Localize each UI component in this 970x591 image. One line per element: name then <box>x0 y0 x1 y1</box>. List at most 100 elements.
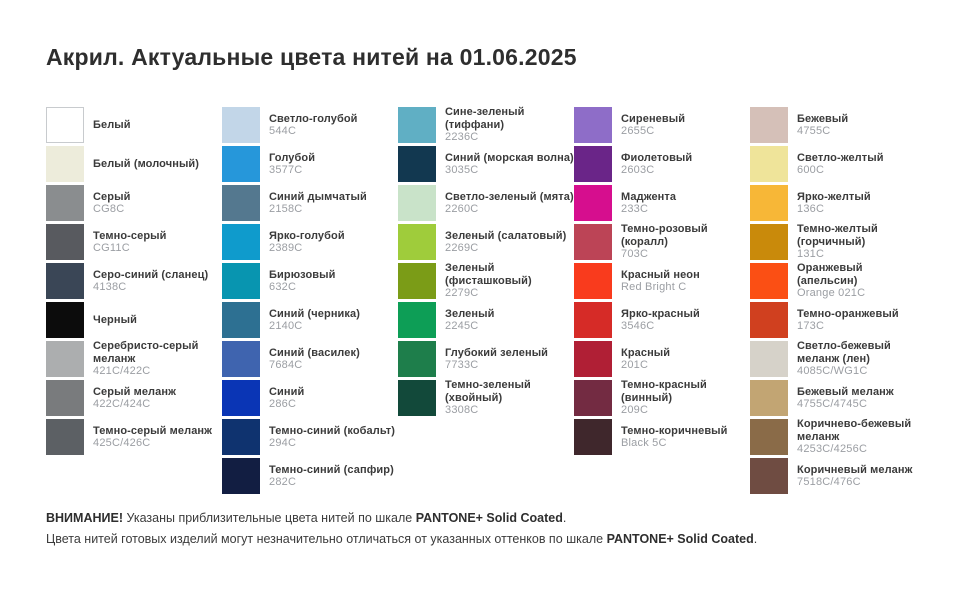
swatch-item: Темно-оранжевый 173C <box>750 300 926 339</box>
swatch-labels: Бежевый 4755C <box>797 112 848 138</box>
color-swatch <box>398 223 436 260</box>
swatch-item: Зеленый 2245C <box>398 300 574 339</box>
swatch-labels: Светло-желтый 600C <box>797 151 884 177</box>
color-name: Красный <box>621 346 671 359</box>
swatch-labels: Синий дымчатый 2158C <box>269 190 367 216</box>
swatch-item: Коричнево-бежевый меланж 4253C/4256C <box>750 417 926 456</box>
swatch-item: Маджента 233C <box>574 183 750 222</box>
color-name: Фиолетовый <box>621 151 693 164</box>
color-swatch <box>750 418 788 455</box>
color-swatch <box>750 223 788 260</box>
color-name: Светло-голубой <box>269 112 358 125</box>
color-code: 2140C <box>269 320 303 332</box>
color-swatch <box>750 379 788 416</box>
swatch-labels: Ярко-желтый 136C <box>797 190 871 216</box>
swatch-item: Темно-коричневый Black 5C <box>574 417 750 456</box>
color-swatch <box>574 340 612 377</box>
footer-period-1: . <box>562 511 567 525</box>
footer-text-2: Цвета нитей готовых изделий могут незнач… <box>46 532 607 546</box>
color-name: Бирюзовый <box>269 268 336 281</box>
color-name: Ярко-красный <box>621 307 700 320</box>
color-swatch <box>222 301 260 338</box>
color-swatch <box>574 184 612 221</box>
swatch-labels: Зеленый (фисташковый) 2279C <box>445 261 574 300</box>
color-code: 3546C <box>621 320 655 332</box>
color-code: 201C <box>621 359 649 371</box>
swatch-item: Светло-желтый 600C <box>750 144 926 183</box>
color-swatch <box>222 184 260 221</box>
color-name: Синий (морская волна) <box>445 151 574 164</box>
color-name: Темно-серый <box>93 229 167 242</box>
color-column-3: Сине-зеленый (тиффани) 2236C Синий (морс… <box>398 105 574 417</box>
swatch-labels: Оранжевый (апельсин) Orange 021C <box>797 261 926 300</box>
swatch-labels: Белый <box>93 118 131 132</box>
color-code: 4755C <box>797 125 831 137</box>
color-column-5: Бежевый 4755C Светло-желтый 600C Ярко-же… <box>750 105 926 495</box>
color-code: 3577C <box>269 164 303 176</box>
color-name: Синий дымчатый <box>269 190 367 203</box>
color-name: Оранжевый (апельсин) <box>797 262 863 287</box>
color-name: Серый меланж <box>93 385 176 398</box>
color-name: Белый (молочный) <box>93 157 200 170</box>
page-title: Акрил. Актуальные цвета нитей на 01.06.2… <box>46 44 577 70</box>
color-name: Светло-зеленый (мята) <box>445 190 574 203</box>
color-swatch <box>750 301 788 338</box>
swatch-item: Синий (василек) 7684C <box>222 339 398 378</box>
color-swatch <box>46 262 84 299</box>
color-swatch <box>750 184 788 221</box>
color-swatch <box>750 340 788 377</box>
color-code: CG11C <box>93 242 130 254</box>
color-columns: Белый Белый (молочный) Серый CG8C Темно-… <box>46 105 970 495</box>
swatch-item: Ярко-голубой 2389C <box>222 222 398 261</box>
color-swatch <box>574 145 612 182</box>
swatch-item: Белый (молочный) <box>46 144 222 183</box>
swatch-labels: Темно-синий (сапфир) 282C <box>269 463 394 489</box>
swatch-item: Темно-серый CG11C <box>46 222 222 261</box>
swatch-item: Синий 286C <box>222 378 398 417</box>
color-code: Orange 021C <box>797 287 866 300</box>
color-code: 2279C <box>445 287 479 300</box>
color-code: 2389C <box>269 242 303 254</box>
swatch-item: Бежевый 4755C <box>750 105 926 144</box>
swatch-labels: Светло-зеленый (мята) 2260C <box>445 190 574 216</box>
footer-period-2: . <box>753 532 758 546</box>
color-name: Сиреневый <box>621 112 686 125</box>
color-name: Черный <box>93 313 137 326</box>
swatch-labels: Синий (морская волна) 3035C <box>445 151 574 177</box>
swatch-labels: Светло-бежевый меланж (лен) 4085C/WG1C <box>797 339 926 378</box>
color-name: Сине-зеленый (тиффани) <box>445 106 525 131</box>
swatch-item: Темно-красный (винный) 209C <box>574 378 750 417</box>
swatch-labels: Синий (василек) 7684C <box>269 346 360 372</box>
swatch-labels: Коричневый меланж 7518C/476C <box>797 463 913 489</box>
swatch-labels: Темно-розовый (коралл) 703C <box>621 222 750 261</box>
swatch-labels: Серый меланж 422C/424C <box>93 385 176 411</box>
color-swatch <box>46 184 84 221</box>
color-swatch <box>222 223 260 260</box>
color-code: 4253C/4256C <box>797 443 868 456</box>
color-name: Темно-коричневый <box>621 424 728 437</box>
color-code: 2260C <box>445 203 479 215</box>
swatch-item: Темно-желтый (горчичный) 131C <box>750 222 926 261</box>
color-code: 2236C <box>445 131 479 144</box>
swatch-labels: Темно-оранжевый 173C <box>797 307 899 333</box>
color-code: 2603C <box>621 164 655 176</box>
footer-attention: ВНИМАНИЕ! <box>46 511 123 525</box>
color-code: 136C <box>797 203 825 215</box>
swatch-item: Светло-голубой 544C <box>222 105 398 144</box>
swatch-item: Зеленый (салатовый) 2269C <box>398 222 574 261</box>
swatch-labels: Синий 286C <box>269 385 304 411</box>
color-swatch <box>222 262 260 299</box>
color-name: Серый <box>93 190 131 203</box>
swatch-labels: Голубой 3577C <box>269 151 315 177</box>
color-swatch <box>750 457 788 494</box>
color-code: 2269C <box>445 242 479 254</box>
color-name: Темно-розовый (коралл) <box>621 223 708 248</box>
color-swatch <box>574 418 612 455</box>
color-column-4: Сиреневый 2655C Фиолетовый 2603C Маджент… <box>574 105 750 456</box>
swatch-labels: Светло-голубой 544C <box>269 112 358 138</box>
color-swatch <box>222 418 260 455</box>
color-name: Синий <box>269 385 305 398</box>
color-swatch <box>46 106 84 143</box>
color-code: 7733C <box>445 359 479 371</box>
color-name: Темно-серый меланж <box>93 424 213 437</box>
